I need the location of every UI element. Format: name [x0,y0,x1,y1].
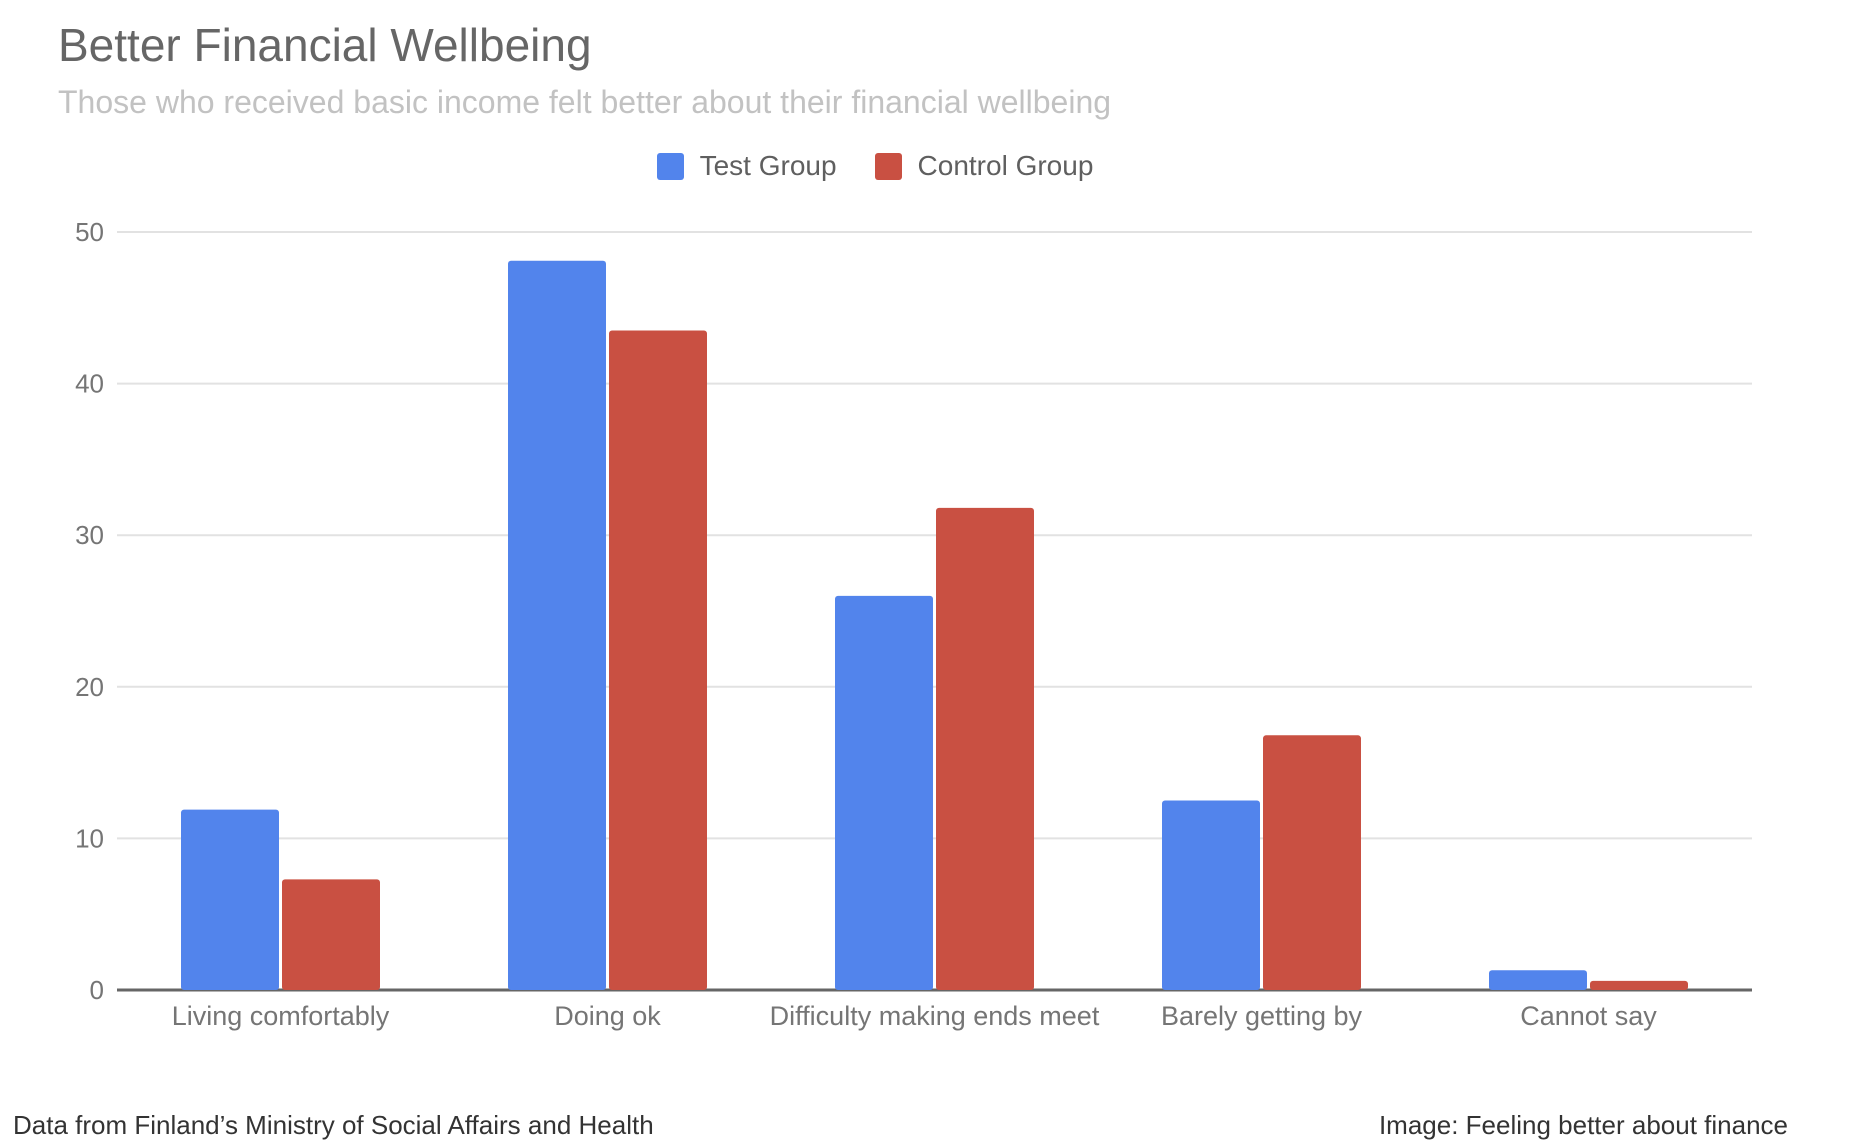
bar-control-group [1263,735,1361,990]
y-tick-label: 30 [75,520,104,550]
legend-item-test-group: Test Group [656,150,837,182]
bar-test-group [1489,970,1587,990]
legend-label-control-group: Control Group [917,150,1094,181]
x-tick-label: Living comfortably [172,1001,390,1031]
x-tick-label: Barely getting by [1161,1001,1363,1031]
x-tick-label: Cannot say [1520,1001,1657,1031]
legend-item-control-group: Control Group [874,150,1094,182]
bar-test-group [508,260,606,991]
bar-control-group [282,879,380,990]
source-note: Data from Finland’s Ministry of Social A… [13,1110,654,1140]
y-tick-label: 10 [75,823,104,853]
image-caption: Image: Feeling better about finance [1378,1110,1788,1140]
y-tick-label: 50 [75,217,104,247]
y-tick-label: 0 [90,975,104,1005]
y-tick-label: 40 [75,369,104,399]
bar-control-group [936,507,1034,990]
legend-swatch-control-group [874,152,902,180]
legend-swatch-test-group [656,152,684,180]
x-tick-label: Difficulty making ends meet [770,1001,1100,1031]
chart-subtitle: Those who received basic income felt bet… [58,84,1112,120]
bar-control-group [1590,980,1688,990]
bar-test-group [1162,800,1260,990]
bar-test-group [835,595,933,990]
x-tick-label: Doing ok [554,1001,661,1031]
legend-label-test-group: Test Group [699,150,837,181]
bar-control-group [609,330,707,990]
y-tick-label: 20 [75,672,104,702]
bar-test-group [181,809,279,990]
legend: Test Group Control Group [0,150,1750,182]
chart-title: Better Financial Wellbeing [58,19,592,71]
